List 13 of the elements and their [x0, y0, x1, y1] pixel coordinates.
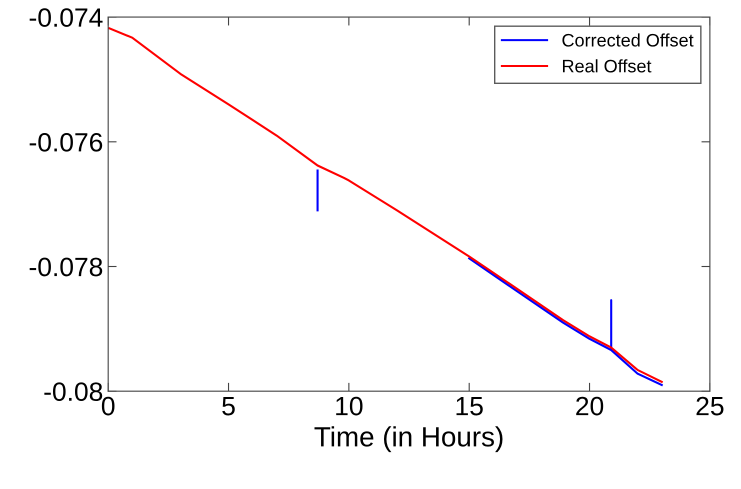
x-tick-label: 10: [336, 396, 363, 416]
legend-label: Real Offset: [562, 59, 652, 72]
legend-label: Corrected Offset: [562, 33, 694, 47]
x-tick-label: 15: [456, 397, 483, 416]
y-tick-label: -0.074: [30, 8, 103, 27]
x-axis-title: Time (in Hours): [314, 426, 502, 452]
y-tick-label: -0.076: [30, 132, 102, 152]
x-tick-label: 5: [222, 397, 235, 416]
y-tick-label: -0.078: [30, 258, 102, 276]
x-tick-label: 0: [102, 396, 114, 416]
x-tick-label: 20: [576, 396, 604, 416]
x-tick-label: 25: [696, 396, 724, 416]
y-tick-label: -0.08: [44, 382, 102, 402]
